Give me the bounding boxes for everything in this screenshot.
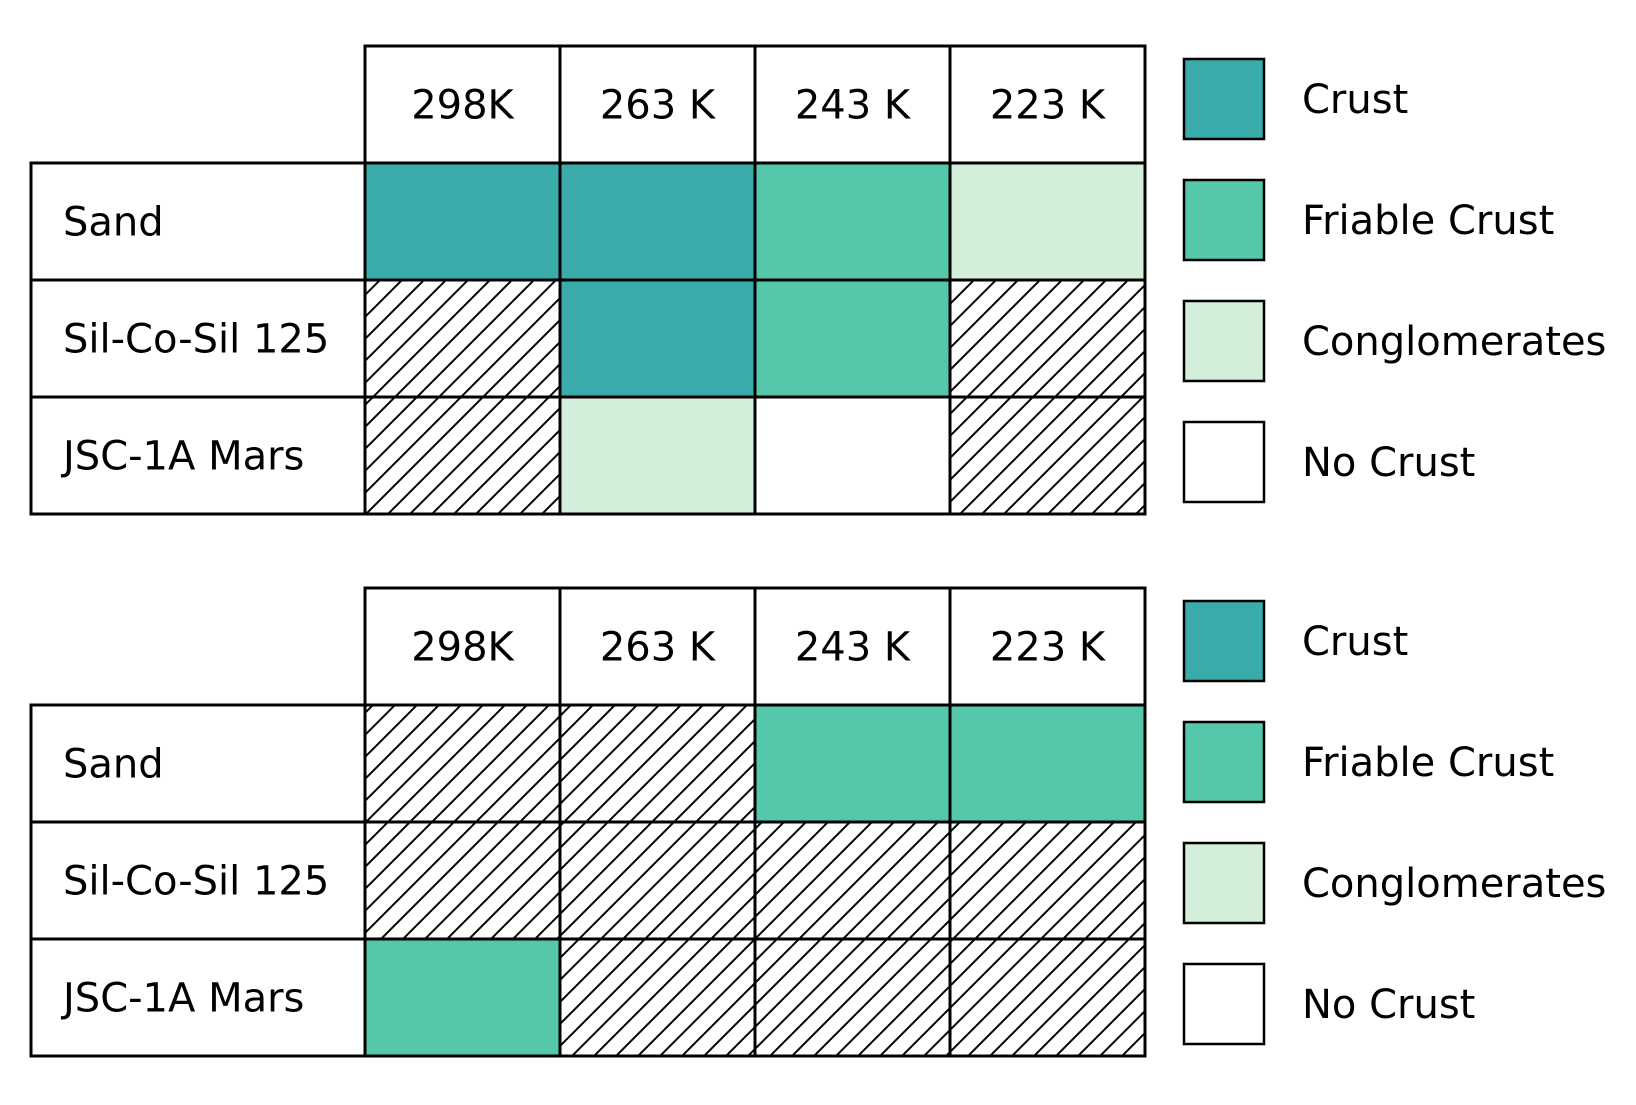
cell-hatched: [560, 939, 755, 1056]
cell-crust: [560, 163, 755, 280]
legend-swatch-friable: [1182, 178, 1266, 262]
legend-label: Conglomerates: [1302, 861, 1606, 907]
legend-label: No Crust: [1302, 982, 1475, 1028]
cell-friable: [365, 939, 560, 1056]
cell-hatched: [950, 939, 1145, 1056]
row-label: Sil-Co-Sil 125: [63, 317, 329, 363]
column-label: 243 K: [795, 83, 912, 129]
column-label: 298K: [411, 625, 515, 671]
legend-swatch-none: [1182, 420, 1266, 504]
legend-swatch-conglomerates: [1182, 299, 1266, 383]
cell-hatched: [950, 397, 1145, 514]
cell-conglomerates: [950, 163, 1145, 280]
cell-hatched: [755, 822, 950, 939]
cell-hatched: [950, 822, 1145, 939]
cell-hatched: [365, 397, 560, 514]
column-label: 243 K: [795, 625, 912, 671]
cell-hatched: [755, 939, 950, 1056]
column-label: 223 K: [990, 625, 1107, 671]
legend-swatch-conglomerates: [1182, 841, 1266, 925]
legend-label: Crust: [1302, 619, 1408, 665]
cell-hatched: [365, 280, 560, 397]
cell-friable: [755, 705, 950, 822]
legend-label: Conglomerates: [1302, 319, 1606, 365]
cell-crust: [560, 280, 755, 397]
cell-friable: [755, 280, 950, 397]
cell-friable: [755, 163, 950, 280]
column-label: 263 K: [600, 83, 717, 129]
cell-hatched: [365, 705, 560, 822]
row-label: Sil-Co-Sil 125: [63, 859, 329, 905]
cell-friable: [950, 705, 1145, 822]
legend-swatch-friable: [1182, 720, 1266, 804]
legend: Crust Friable Crust Conglomerates No Crust: [1182, 57, 1606, 504]
legend: Crust Friable Crust Conglomerates No Crust: [1182, 599, 1606, 1046]
column-label: 223 K: [990, 83, 1107, 129]
legend-label: Crust: [1302, 77, 1408, 123]
row-label: Sand: [63, 200, 164, 246]
row-label: JSC-1A Mars: [60, 434, 304, 480]
cell-conglomerates: [560, 397, 755, 514]
column-label: 298K: [411, 83, 515, 129]
cell-crust: [365, 163, 560, 280]
legend-label: Friable Crust: [1302, 740, 1554, 786]
body-outline: [29, 703, 1147, 1058]
row-label: Sand: [63, 742, 164, 788]
legend-swatch-crust: [1182, 57, 1266, 141]
legend-swatch-none: [1182, 962, 1266, 1046]
column-label: 263 K: [600, 625, 717, 671]
legend-swatch-crust: [1182, 599, 1266, 683]
cell-hatched: [950, 280, 1145, 397]
panel-1: 298K 263 K 243 K 223 K Sand Sil-Co-Sil 125 JSC…: [29, 44, 1606, 516]
cell-none: [755, 397, 950, 514]
legend-label: No Crust: [1302, 440, 1475, 486]
row-label: JSC-1A Mars: [60, 976, 304, 1022]
cell-hatched: [560, 705, 755, 822]
cell-hatched: [365, 822, 560, 939]
legend-label: Friable Crust: [1302, 198, 1554, 244]
panel-2: 298K 263 K 243 K 223 K Sand Sil-Co-Sil 125 JSC…: [29, 586, 1606, 1058]
body-outline: [29, 161, 1147, 516]
cell-hatched: [560, 822, 755, 939]
